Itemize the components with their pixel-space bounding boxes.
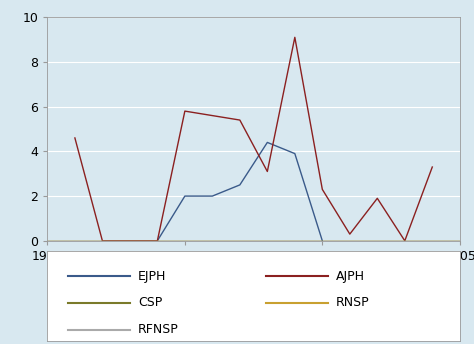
Text: EJPH: EJPH xyxy=(138,270,166,283)
X-axis label: ano: ano xyxy=(242,268,265,281)
Text: RNSP: RNSP xyxy=(336,297,370,310)
Text: AJPH: AJPH xyxy=(336,270,365,283)
Text: RFNSP: RFNSP xyxy=(138,323,179,336)
Text: CSP: CSP xyxy=(138,297,163,310)
